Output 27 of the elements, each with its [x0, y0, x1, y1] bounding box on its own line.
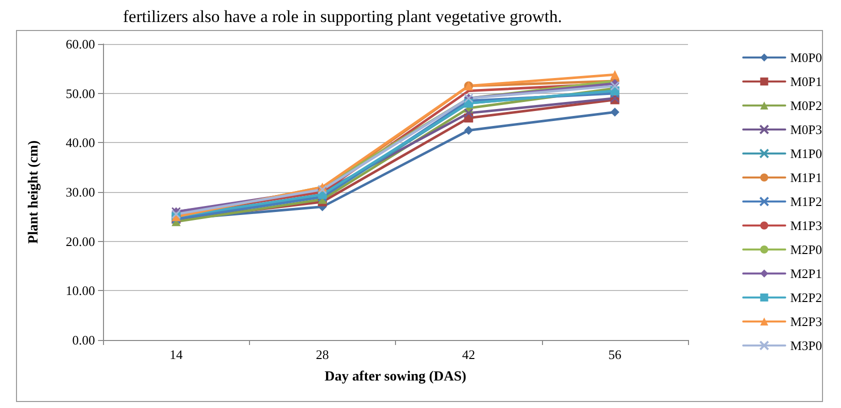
x-tick-label: 28 — [316, 347, 329, 362]
x-axis-title: Day after sowing (DAS) — [324, 370, 467, 384]
legend-label: M0P2 — [790, 98, 822, 113]
legend-label: M2P2 — [790, 290, 822, 305]
x-tick-label: 42 — [462, 347, 476, 362]
legend-label: M1P2 — [790, 194, 822, 209]
y-tick-label: 40.00 — [66, 135, 95, 150]
legend-label: M2P0 — [790, 242, 822, 257]
text: fertilizers also have a role in supporting plant vegetative growth. — [123, 7, 562, 26]
x-tick-label: 14 — [170, 347, 184, 362]
legend-label: M1P0 — [790, 146, 822, 161]
y-tick-label: 60.00 — [66, 36, 95, 52]
y-tick-label: 30.00 — [66, 184, 95, 200]
legend-label: M1P3 — [790, 218, 822, 233]
y-tick-label: 20.00 — [66, 234, 95, 249]
y-tick-label: 0.00 — [72, 332, 95, 348]
legend-label: M3P0 — [790, 338, 822, 353]
y-tick-label: 50.00 — [66, 86, 95, 101]
legend-label: M2P1 — [790, 266, 822, 281]
y-tick-label: 10.00 — [66, 283, 95, 298]
y-axis-title: Plant height (cm) — [26, 140, 42, 244]
x-tick-label: 56 — [608, 347, 622, 362]
legend-label: M1P1 — [790, 170, 822, 185]
legend-label: M0P1 — [790, 74, 822, 89]
legend-label: M0P0 — [790, 50, 822, 65]
legend-label: M0P3 — [790, 122, 822, 137]
legend-label: M2P3 — [790, 314, 822, 329]
